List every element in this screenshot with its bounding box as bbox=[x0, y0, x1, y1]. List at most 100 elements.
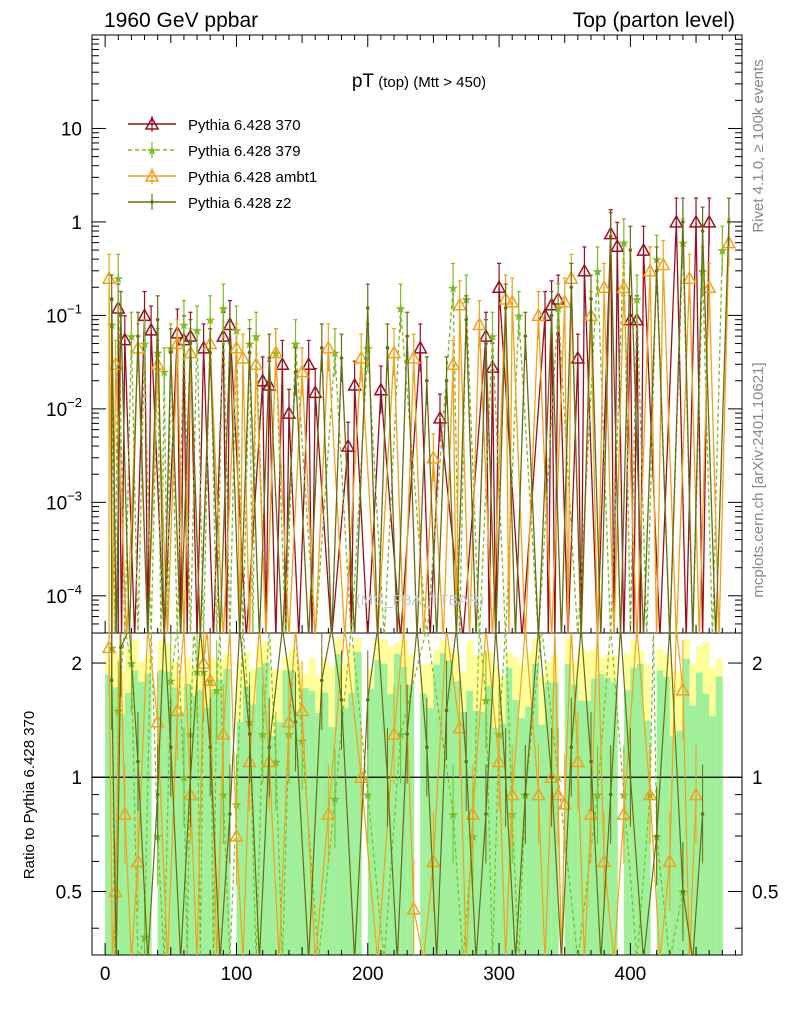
ratio-tick-label-left: 0.5 bbox=[56, 882, 82, 903]
ratio-point bbox=[155, 792, 160, 797]
data-point bbox=[531, 307, 546, 322]
band-green bbox=[269, 735, 277, 955]
ratio-tick-label-right: 0.5 bbox=[752, 882, 778, 903]
band-green bbox=[525, 706, 533, 955]
y-tick-label-exp: −1 bbox=[67, 301, 82, 316]
ratio-point bbox=[628, 775, 633, 780]
band-green bbox=[111, 687, 119, 955]
data-point bbox=[491, 279, 507, 294]
ratio-point bbox=[616, 806, 632, 820]
ratio-line bbox=[111, 633, 704, 955]
data-point bbox=[654, 269, 659, 273]
y-tick-label: 10 bbox=[61, 119, 82, 140]
ratio-point bbox=[688, 787, 704, 801]
data-point bbox=[570, 350, 586, 364]
band-green bbox=[105, 674, 113, 955]
data-point bbox=[464, 317, 469, 322]
x-tick-label: 400 bbox=[615, 964, 647, 985]
legend: Pythia 6.428 370 ★ Pythia 6.428 379 Pythia … bbox=[128, 116, 317, 212]
data-point: ★ bbox=[290, 337, 302, 352]
ratio-point bbox=[136, 759, 140, 764]
band-green bbox=[610, 682, 618, 955]
band-green bbox=[354, 651, 362, 955]
ratio-y-axis-label: Ratio to Pythia 6.428 370 bbox=[21, 711, 38, 879]
x-tick-label: 100 bbox=[221, 964, 253, 985]
data-point bbox=[301, 356, 316, 371]
data-point bbox=[616, 279, 632, 294]
band-green bbox=[118, 714, 126, 955]
data-point bbox=[701, 279, 717, 294]
data-point bbox=[405, 334, 409, 338]
band-green bbox=[643, 720, 651, 955]
data-point bbox=[523, 334, 528, 338]
data-point: ★ bbox=[513, 308, 525, 323]
x-tick-label: 300 bbox=[483, 964, 515, 985]
ratio-point bbox=[549, 775, 554, 780]
band-green bbox=[577, 700, 585, 955]
data-point bbox=[444, 378, 449, 383]
ratio-point bbox=[385, 775, 390, 780]
data-point bbox=[208, 350, 212, 355]
ratio-point: ★ bbox=[257, 727, 269, 742]
data-point bbox=[228, 341, 232, 346]
band-green bbox=[282, 670, 290, 955]
ratio-point bbox=[170, 702, 185, 717]
legend-marker bbox=[144, 168, 160, 182]
ratio-point bbox=[503, 775, 508, 780]
data-point: ★ bbox=[158, 365, 170, 380]
band-green bbox=[380, 663, 388, 955]
legend-marker: ★ bbox=[146, 143, 158, 158]
data-point bbox=[143, 322, 159, 336]
data-point: ★ bbox=[592, 264, 604, 279]
data-point bbox=[608, 234, 613, 239]
data-point: ★ bbox=[447, 280, 459, 295]
ratio-point bbox=[202, 672, 218, 687]
series-line bbox=[111, 221, 730, 633]
ratio-point bbox=[119, 645, 123, 650]
data-point bbox=[472, 316, 487, 331]
data-point bbox=[577, 263, 592, 277]
ratio-point bbox=[700, 812, 705, 816]
data-point: ★ bbox=[362, 341, 374, 356]
data-point bbox=[655, 256, 671, 271]
legend-label: Pythia 6.428 z2 bbox=[188, 195, 291, 212]
band-green bbox=[203, 707, 211, 955]
band-green bbox=[433, 664, 441, 955]
data-point: ★ bbox=[395, 301, 407, 316]
data-point bbox=[319, 346, 324, 350]
data-point bbox=[196, 340, 211, 354]
band-green bbox=[236, 721, 244, 955]
ratio-point bbox=[386, 726, 402, 740]
band-green bbox=[597, 673, 605, 955]
ratio-point: ★ bbox=[139, 930, 151, 945]
data-point bbox=[385, 346, 390, 350]
band-green bbox=[571, 684, 579, 955]
y-tick-label: 10−2 bbox=[46, 395, 82, 421]
header-left: 1960 GeV ppbar bbox=[104, 9, 258, 32]
data-point: ★ bbox=[716, 243, 728, 258]
data-point bbox=[681, 220, 685, 224]
data-point bbox=[569, 285, 574, 290]
rivet-version-label: Rivet 4.1.0, ≥ 100k events bbox=[750, 59, 767, 232]
ratio-point bbox=[208, 745, 212, 750]
data-point bbox=[170, 335, 185, 350]
data-point bbox=[373, 382, 389, 396]
band-green bbox=[348, 692, 356, 955]
data-point bbox=[445, 356, 461, 371]
data-point bbox=[353, 350, 369, 364]
data-point: ★ bbox=[250, 329, 262, 344]
ratio-point bbox=[642, 787, 658, 801]
data-point bbox=[229, 340, 244, 354]
ratio-point bbox=[557, 796, 572, 810]
data-point bbox=[609, 238, 625, 252]
legend-label: Pythia 6.428 ambt1 bbox=[188, 169, 317, 186]
band-green bbox=[709, 715, 717, 955]
legend-label: Pythia 6.428 379 bbox=[188, 143, 301, 160]
data-point bbox=[136, 334, 140, 338]
ratio-point bbox=[569, 745, 574, 750]
data-point bbox=[549, 313, 554, 318]
series-2 bbox=[101, 218, 737, 633]
data-point: ★ bbox=[126, 329, 138, 344]
band-green bbox=[302, 688, 310, 955]
data-point bbox=[413, 340, 428, 354]
